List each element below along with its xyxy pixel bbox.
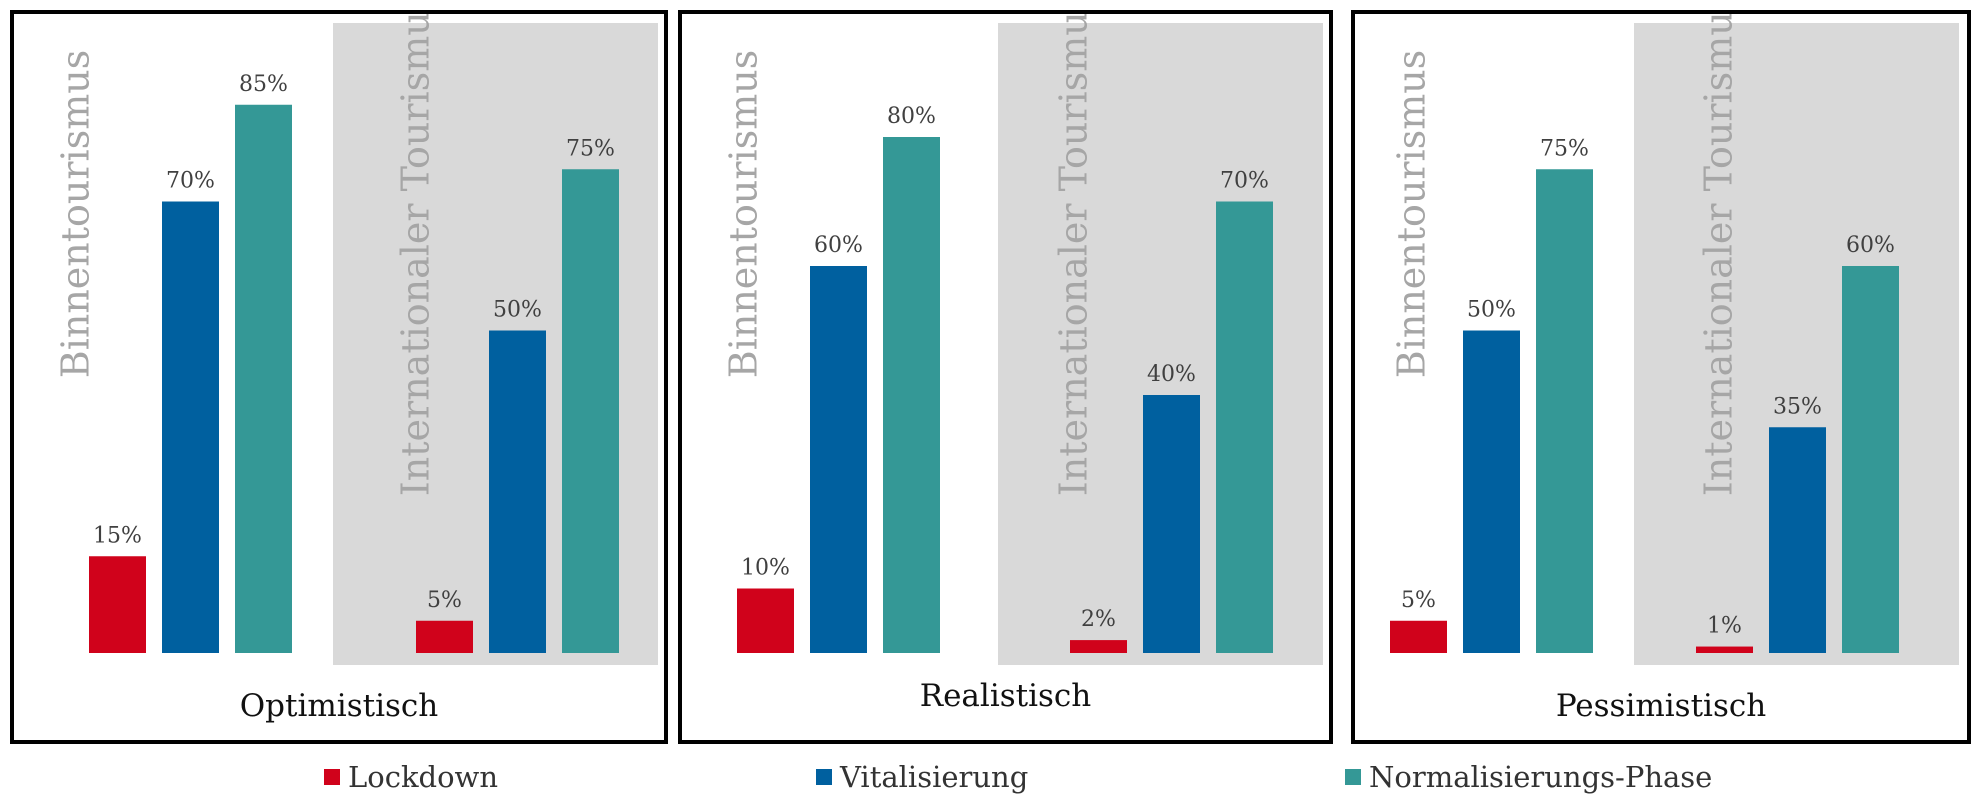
value-label-lockdown-binnentourismus: 5% xyxy=(1401,588,1436,613)
legend-item-vitalisierung: Vitalisierung xyxy=(816,760,1028,794)
value-label-lockdown-binnentourismus: 10% xyxy=(741,556,790,581)
bar-vitalisierung-binnentourismus xyxy=(810,266,867,653)
bar-lockdown-international xyxy=(416,620,473,653)
scenario-label: Optimistisch xyxy=(239,688,439,724)
chart-pessimistisch: Binnentourismus 5% 50% 75% Internationaler T… xyxy=(1390,14,1959,665)
value-label-normalisierung-international: 75% xyxy=(566,136,615,161)
bar-lockdown-binnentourismus xyxy=(1390,620,1447,653)
value-label-lockdown-binnentourismus: 15% xyxy=(93,523,142,548)
legend-label: Lockdown xyxy=(348,760,499,794)
panel-realistisch: Binnentourismus 10% 60% 80% Internationaler … xyxy=(678,10,1333,744)
value-label-lockdown-international: 1% xyxy=(1707,614,1742,639)
panel-pessimistisch: Binnentourismus 5% 50% 75% Internationaler T… xyxy=(1351,10,1971,744)
legend-swatch-normalisierung xyxy=(1345,769,1361,785)
legend-label: Normalisierungs-Phase xyxy=(1369,760,1713,794)
legend-swatch-vitalisierung xyxy=(816,769,832,785)
category-label-international: Internationaler Tourismus xyxy=(1697,14,1741,496)
bar-normalisierung-binnentourismus xyxy=(883,137,940,653)
value-label-vitalisierung-binnentourismus: 70% xyxy=(166,169,215,194)
value-label-normalisierung-binnentourismus: 85% xyxy=(239,72,288,97)
legend-label: Vitalisierung xyxy=(840,760,1029,794)
bar-lockdown-binnentourismus xyxy=(89,556,146,653)
value-label-normalisierung-binnentourismus: 75% xyxy=(1540,136,1589,161)
bar-normalisierung-binnentourismus xyxy=(1536,169,1593,653)
category-label-international: Internationaler Tourismus xyxy=(394,14,438,496)
bar-vitalisierung-binnentourismus xyxy=(1463,330,1520,653)
value-label-normalisierung-binnentourismus: 80% xyxy=(887,104,936,129)
value-label-vitalisierung-binnentourismus: 60% xyxy=(814,233,863,258)
bar-lockdown-international xyxy=(1070,640,1127,653)
scenario-label: Realistisch xyxy=(919,678,1092,714)
bar-vitalisierung-international xyxy=(1769,427,1826,653)
value-label-vitalisierung-binnentourismus: 50% xyxy=(1467,298,1516,323)
chart-optimistisch: Binnentourismus 15% 70% 85% Internationaler … xyxy=(54,14,658,665)
category-label-binnentourismus: Binnentourismus xyxy=(1390,50,1434,378)
value-label-normalisierung-international: 60% xyxy=(1846,233,1895,258)
legend-item-lockdown: Lockdown xyxy=(324,760,498,794)
value-label-lockdown-international: 2% xyxy=(1081,607,1116,632)
chart-realistisch: Binnentourismus 10% 60% 80% Internationaler … xyxy=(722,14,1323,665)
category-label-international: Internationaler Tourismus xyxy=(1052,14,1096,496)
bar-normalisierung-international xyxy=(1216,201,1273,653)
panel-optimistisch: Binnentourismus 15% 70% 85% Internationaler … xyxy=(10,10,668,744)
bar-normalisierung-international xyxy=(1842,266,1899,653)
legend-swatch-lockdown xyxy=(324,769,340,785)
bar-lockdown-binnentourismus xyxy=(737,588,794,653)
bar-normalisierung-international xyxy=(562,169,619,653)
value-label-vitalisierung-international: 35% xyxy=(1773,394,1822,419)
bar-vitalisierung-international xyxy=(1143,395,1200,653)
value-label-lockdown-international: 5% xyxy=(427,588,462,613)
value-label-vitalisierung-international: 50% xyxy=(493,298,542,323)
bar-vitalisierung-binnentourismus xyxy=(162,201,219,653)
value-label-vitalisierung-international: 40% xyxy=(1147,362,1196,387)
legend-item-normalisierung: Normalisierungs-Phase xyxy=(1345,760,1712,794)
category-label-binnentourismus: Binnentourismus xyxy=(54,50,98,378)
bar-normalisierung-binnentourismus xyxy=(235,104,292,653)
category-label-binnentourismus: Binnentourismus xyxy=(722,50,766,378)
value-label-normalisierung-international: 70% xyxy=(1220,169,1269,194)
bar-vitalisierung-international xyxy=(489,330,546,653)
bar-lockdown-international xyxy=(1696,646,1753,653)
scenario-label: Pessimistisch xyxy=(1555,688,1767,724)
